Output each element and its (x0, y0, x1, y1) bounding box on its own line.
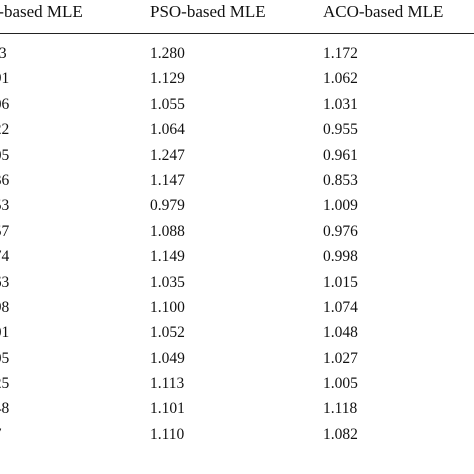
table-body: )131.2801.1724911.1291.0624061.0551.0314… (0, 42, 474, 448)
cell-aco-mle: 1.172 (323, 45, 358, 62)
table-row: 305 1.247 0.961 (0, 144, 474, 169)
table-row: 548 1.101 1.118 (0, 397, 474, 422)
cell-pso-mle: 1.280 (150, 45, 185, 62)
cell-pso-mle: 1.049 (150, 349, 185, 367)
table-row: 563 1.035 1.015 (0, 271, 474, 296)
cell-ga-mle: 557 (0, 222, 10, 240)
cell-aco-mle: 1.062 (323, 70, 358, 88)
cell-pso-mle: 1.247 (150, 146, 185, 164)
cell-ga-mle: 525 (0, 375, 10, 393)
cell-pso-mle: 1.064 (150, 121, 185, 139)
cell-ga-mle: 598 (0, 298, 10, 316)
cell-pso-mle: 1.052 (150, 324, 185, 342)
cell-aco-mle: 1.031 (323, 95, 358, 113)
cell-ga-mle: 453 (0, 197, 10, 215)
table-row: 557 1.088 0.976 (0, 220, 474, 245)
cell-aco-mle: 0.976 (323, 222, 358, 240)
cell-pso-mle: 1.113 (150, 375, 185, 393)
cell-pso-mle: 1.055 (150, 95, 185, 113)
cell-aco-mle: 1.082 (323, 425, 358, 443)
table-row: 27 1.110 1.082 (0, 423, 474, 448)
cell-aco-mle: 0.998 (323, 248, 358, 266)
cell-aco-mle: 1.005 (323, 375, 358, 393)
table-row: 422 1.064 0.955 (0, 118, 474, 143)
cell-ga-mle: 548 (0, 400, 10, 418)
cell-ga-mle: 536 (0, 171, 10, 189)
cell-ga-mle: 774 (0, 248, 10, 266)
table-header: A-based MLE PSO-based MLE ACO-based MLE (0, 0, 474, 34)
cell-aco-mle: 1.118 (323, 400, 358, 418)
table-row: 536 1.147 0.853 (0, 169, 474, 194)
cell-aco-mle: 0.853 (323, 171, 358, 189)
table-row: 598 1.100 1.074 (0, 296, 474, 321)
table-row: )13 1.280 1.172 (0, 42, 474, 67)
cell-pso-mle: 0.979 (150, 197, 185, 215)
cell-pso-mle: 1.035 (150, 273, 185, 291)
cell-ga-mle: 27 (0, 426, 2, 444)
cell-aco-mle: 1.048 (323, 324, 358, 342)
cell-aco-mle: 1.009 (323, 197, 358, 215)
cell-ga-mle: 301 (0, 324, 10, 342)
cell-ga-mle: 491 (0, 70, 10, 88)
cell-aco-mle: 1.027 (323, 349, 358, 367)
table-row: 453 0.979 1.009 (0, 194, 474, 219)
table-row: 491 1.129 1.062 (0, 67, 474, 92)
table-row: 301 1.052 1.048 (0, 321, 474, 346)
table-row: 406 1.055 1.031 (0, 93, 474, 118)
cell-pso-mle: 1.149 (150, 248, 185, 266)
cell-ga-mle: )13 (0, 45, 7, 62)
cell-aco-mle: 0.955 (323, 121, 358, 139)
header-ga-mle: A-based MLE (0, 2, 83, 21)
header-rule (0, 33, 474, 34)
table-row: 525 1.113 1.005 (0, 372, 474, 397)
cell-pso-mle: 1.088 (150, 222, 185, 240)
cell-ga-mle: 563 (0, 273, 10, 291)
header-aco-mle: ACO-based MLE (323, 2, 444, 21)
cell-ga-mle: 305 (0, 146, 10, 164)
table-row: 705 1.049 1.027 (0, 347, 474, 372)
cell-pso-mle: 1.147 (150, 171, 185, 189)
cell-pso-mle: 1.101 (150, 400, 185, 418)
header-pso-mle: PSO-based MLE (150, 2, 266, 21)
cell-pso-mle: 1.110 (150, 425, 185, 443)
cell-aco-mle: 1.015 (323, 273, 358, 291)
cell-aco-mle: 1.074 (323, 298, 358, 316)
cell-pso-mle: 1.100 (150, 298, 185, 316)
cell-aco-mle: 0.961 (323, 146, 358, 164)
table-row: 774 1.149 0.998 (0, 245, 474, 270)
cell-pso-mle: 1.129 (150, 70, 185, 88)
cell-ga-mle: 406 (0, 95, 10, 113)
cell-ga-mle: 422 (0, 121, 10, 139)
cell-ga-mle: 705 (0, 349, 10, 367)
